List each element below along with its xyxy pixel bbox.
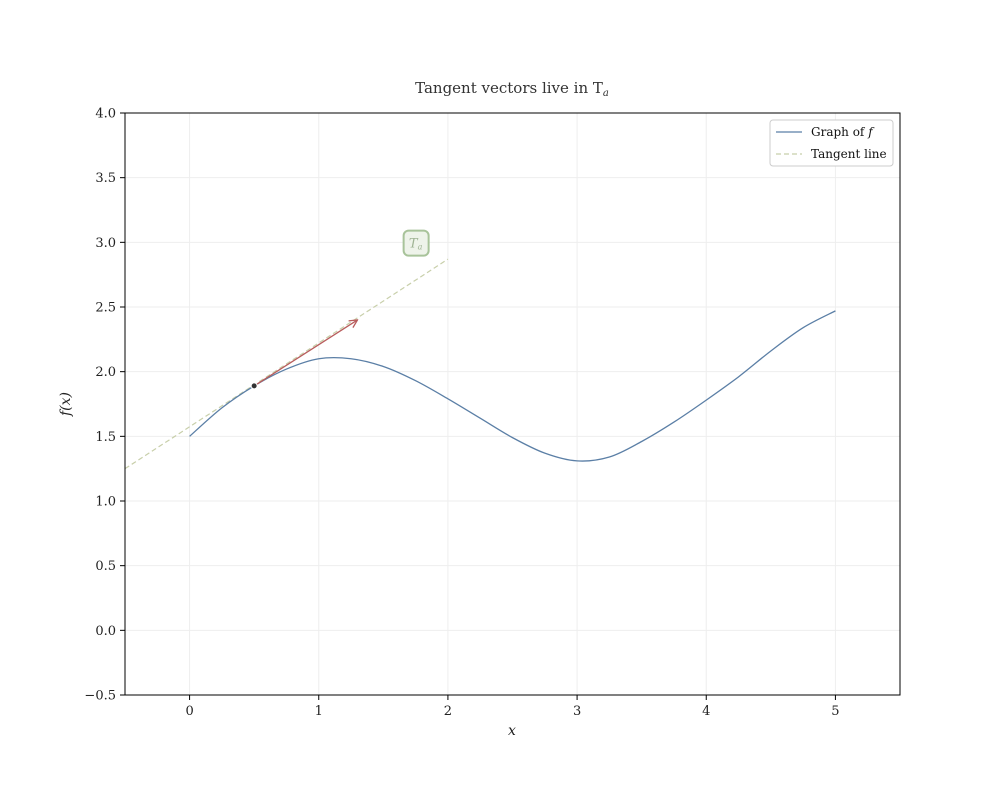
y-tick-label: 2.5 [95,301,116,316]
axis-ticks: 0 1 2 3 4 5 −0.5 0.0 0.5 1.0 1.5 2.0 2.5 3.0 3.5 4.0 [84,107,839,720]
series-tangent-line [124,258,449,470]
y-tick-label: 2.0 [95,365,116,380]
y-tick-label: 1.0 [95,495,116,510]
tangent-vector-arrow [253,320,357,387]
x-tick-label: 2 [444,704,452,719]
y-tick-label: −0.5 [84,689,116,704]
y-tick-label: 0.5 [95,559,116,574]
annotation-label: Ta [409,237,423,252]
x-axis-title: x [508,723,516,739]
y-tick-label: 3.0 [95,236,116,251]
x-tick-label: 3 [573,704,581,719]
x-tick-label: 5 [831,704,839,719]
y-tick-label: 0.0 [95,624,116,639]
chart-title: Tangent vectors live in Ta [415,79,609,99]
x-tick-label: 0 [185,704,193,719]
plot-frame [124,112,901,696]
y-tick-label: 3.5 [95,171,116,186]
x-tick-label: 1 [315,704,323,719]
plot-data: Ta [124,229,836,470]
legend-label-tangent: Tangent line [811,147,887,161]
annotation-ta: Ta [402,229,430,257]
legend-label-graph: Graph of f [811,125,875,139]
point-a-marker [250,382,258,390]
annotation-box [402,229,430,257]
x-tick-label: 4 [702,704,710,719]
y-axis-title: f(x) [58,392,74,417]
grid [125,112,900,696]
legend: Graph of f Tangent line [769,119,894,167]
y-tick-label: 1.5 [95,430,116,445]
series-graph-of-f [189,310,836,462]
y-tick-label: 4.0 [95,107,116,122]
